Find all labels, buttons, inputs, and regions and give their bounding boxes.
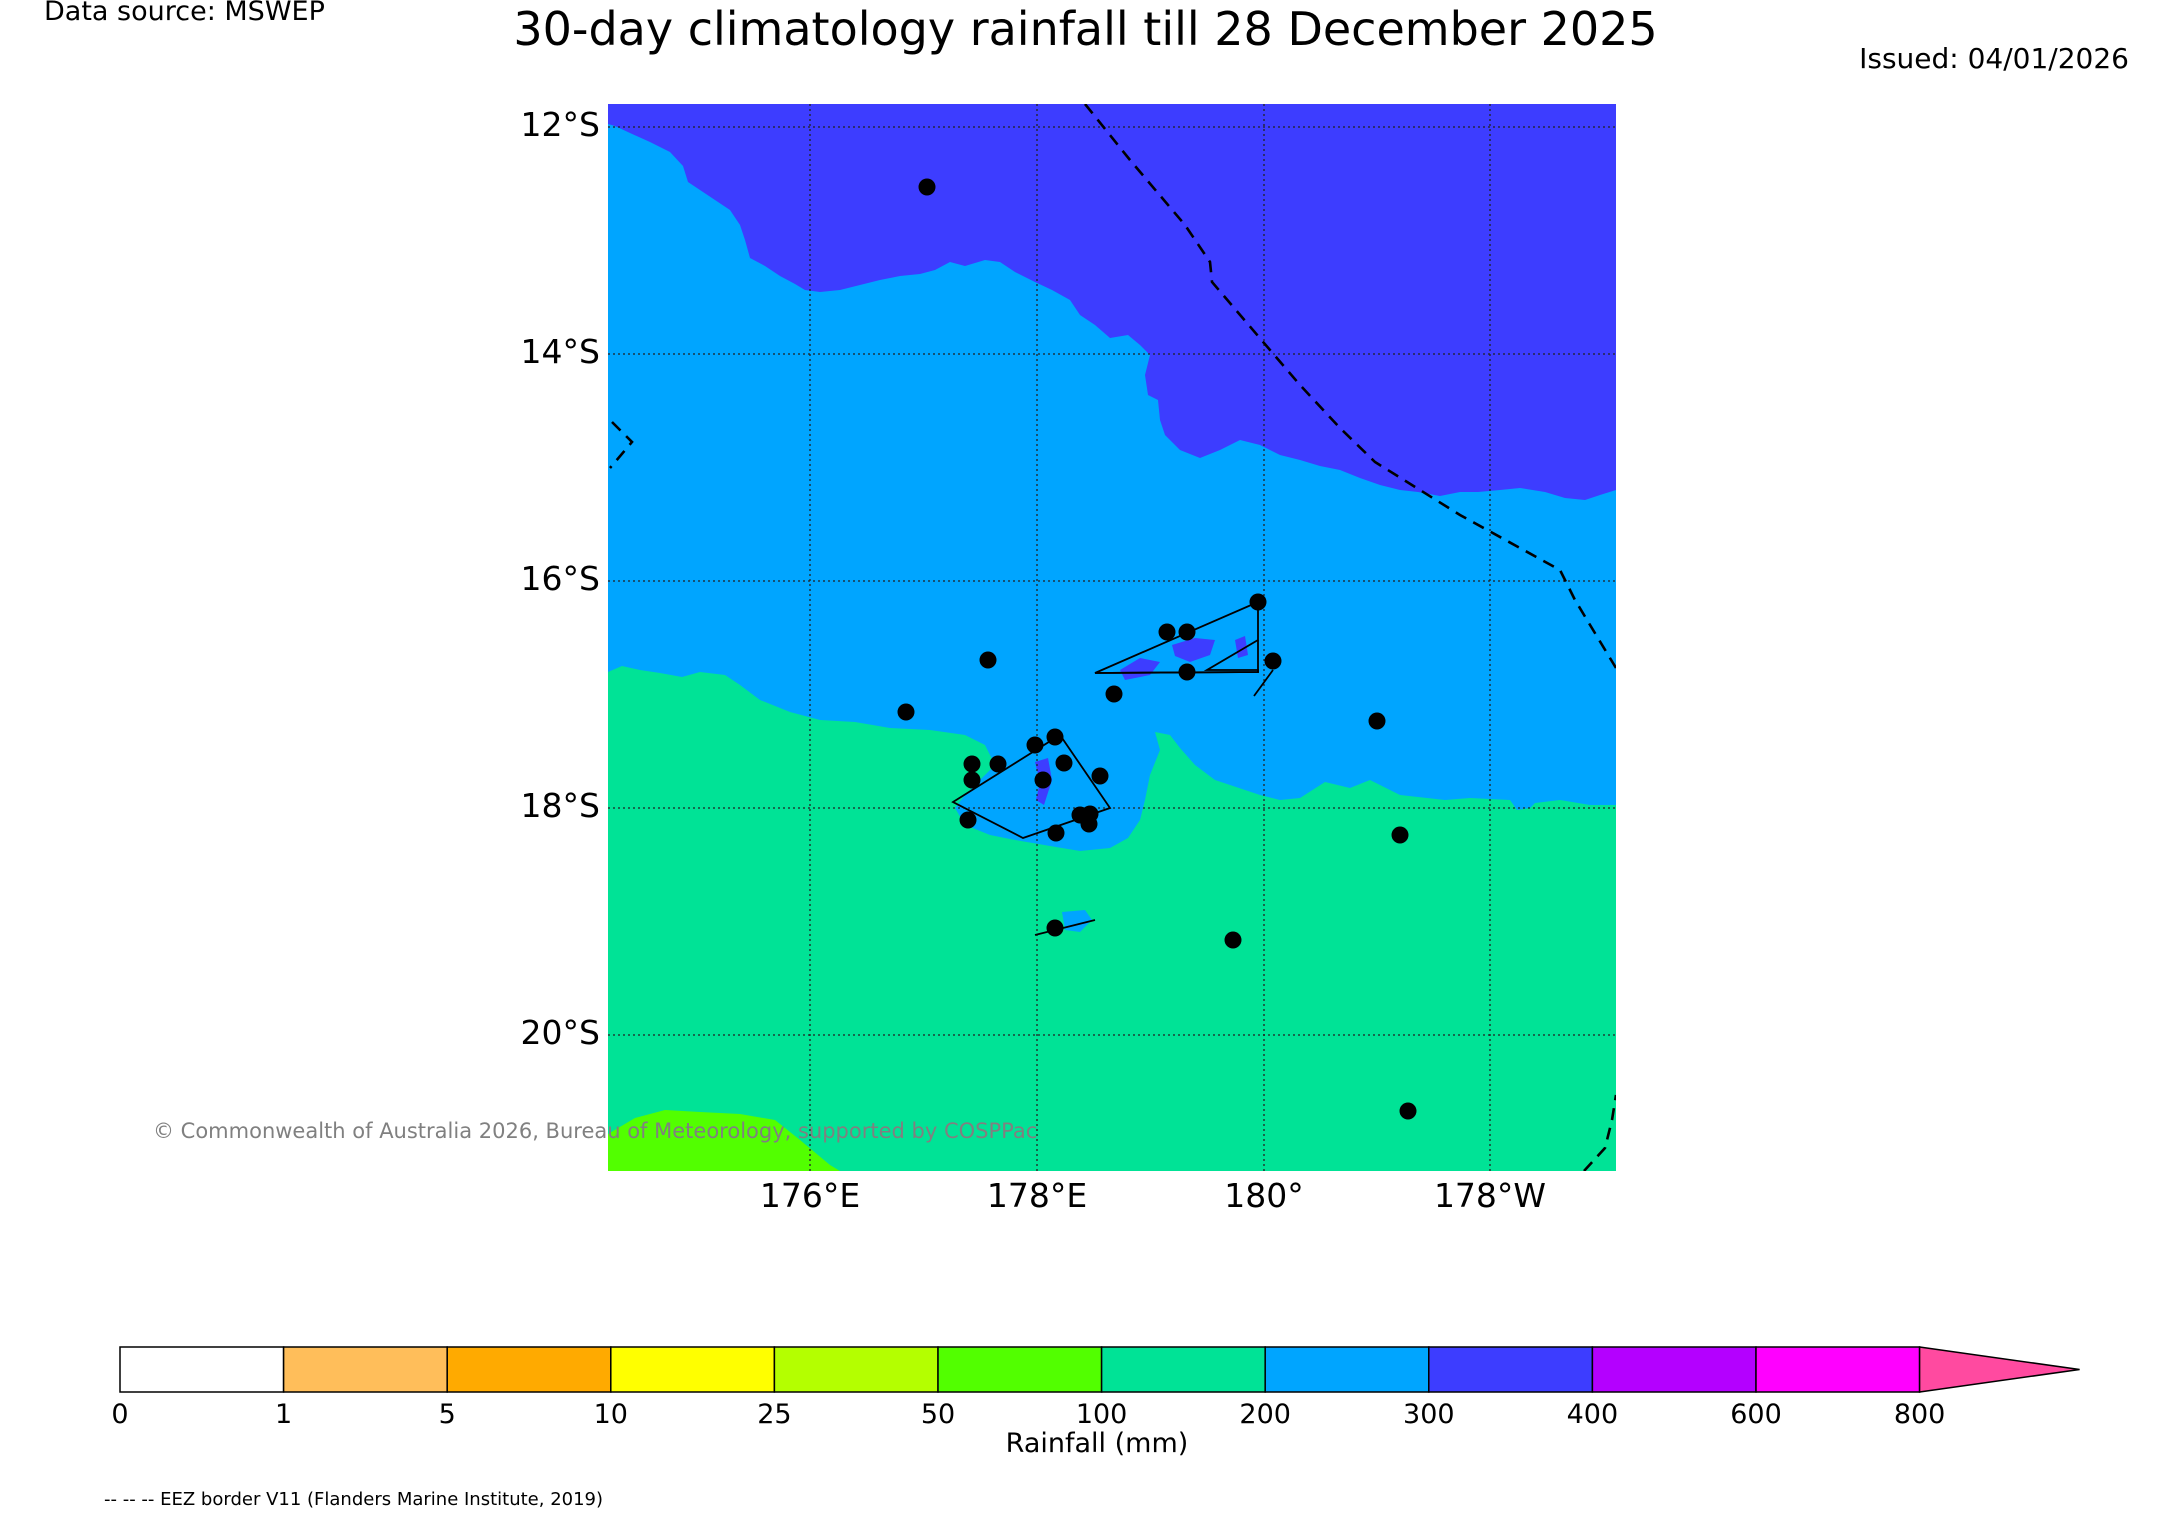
colorbar-tick-label: 5 — [438, 1399, 456, 1430]
station-dot — [1091, 767, 1109, 785]
station-dot — [1178, 623, 1196, 641]
station-dot — [1391, 826, 1409, 844]
colorbar-tick-label: 300 — [1403, 1399, 1455, 1430]
lon-label-178w: 178°W — [1433, 1176, 1547, 1215]
station-dot — [1249, 593, 1267, 611]
lon-label-176e: 176°E — [759, 1176, 861, 1215]
colorbar-segment — [446, 1346, 612, 1393]
station-dot — [963, 771, 981, 789]
station-dot — [1178, 663, 1196, 681]
colorbar-tick-label: 0 — [111, 1399, 129, 1430]
station-dot — [1046, 919, 1064, 937]
station-dot — [1046, 728, 1064, 746]
colorbar-title: Rainfall (mm) — [1005, 1428, 1189, 1459]
station-dot — [989, 755, 1007, 773]
zone-above-400mm — [608, 104, 1616, 500]
station-dot — [1080, 815, 1098, 833]
lat-label-20s: 20°S — [520, 1013, 600, 1052]
colorbar-segment — [937, 1346, 1103, 1393]
station-dot — [1034, 771, 1052, 789]
colorbar-segment — [1591, 1346, 1757, 1393]
zone-above-400mm-patch — [1120, 658, 1160, 680]
colorbar-tick-label: 100 — [1075, 1399, 1128, 1430]
station-dot — [959, 811, 977, 829]
colorbar-tick-label: 800 — [1893, 1399, 1946, 1430]
lat-label-12s: 12°S — [520, 105, 600, 144]
colorbar-tick-label: 1 — [275, 1399, 293, 1430]
map-title: 30-day climatology rainfall till 28 Dece… — [513, 2, 1658, 56]
station-dot — [1158, 623, 1176, 641]
colorbar-tick-label: 25 — [757, 1399, 792, 1430]
station-dot — [1047, 824, 1065, 842]
station-dot — [918, 178, 936, 196]
zone-50-100mm — [608, 1110, 840, 1171]
map-area — [608, 104, 1616, 1171]
colorbar-segment — [1755, 1346, 1921, 1393]
lon-label-178e: 178°E — [986, 1176, 1088, 1215]
eez-legend-note: -- -- -- EEZ border V11 (Flanders Marine… — [104, 1489, 604, 1510]
lat-label-14s: 14°S — [520, 332, 600, 371]
colorbar-tick-label: 600 — [1730, 1399, 1782, 1430]
colorbar-segment — [1264, 1346, 1430, 1393]
colorbar-segment — [610, 1346, 776, 1393]
colorbar-tick-label: 10 — [593, 1399, 628, 1430]
station-dot — [979, 651, 997, 669]
colorbar-tick-label: 50 — [920, 1399, 956, 1430]
colorbar-segment — [119, 1346, 285, 1393]
station-dot — [1055, 754, 1073, 772]
station-dot — [1026, 736, 1044, 754]
zone-100-200mm-patch — [1168, 790, 1198, 830]
station-dot — [1224, 931, 1242, 949]
station-dot — [1368, 712, 1386, 730]
station-dot — [1105, 685, 1123, 703]
issued-date: Issued: 04/01/2026 — [1859, 42, 2129, 75]
lat-label-16s: 16°S — [520, 559, 600, 598]
copyright-notice: © Commonwealth of Australia 2026, Bureau… — [153, 1119, 1038, 1143]
zone-above-400mm-patch — [1172, 638, 1215, 662]
lon-label-180: 180° — [1224, 1176, 1304, 1215]
colorbar-segment — [282, 1346, 448, 1393]
station-dot — [963, 755, 981, 773]
colorbar-tick-label: 400 — [1566, 1399, 1619, 1430]
station-dot — [1399, 1102, 1417, 1120]
colorbar-segment — [1428, 1346, 1594, 1393]
lat-label-18s: 18°S — [520, 786, 600, 825]
station-dot — [1264, 652, 1282, 670]
colorbar-extend-arrow — [1918, 1346, 2080, 1393]
colorbar-segment — [773, 1346, 939, 1393]
station-dot — [897, 703, 915, 721]
colorbar-tick-label: 200 — [1239, 1399, 1291, 1430]
station-markers — [897, 178, 1417, 1120]
eez-border — [609, 104, 1616, 1171]
colorbar — [119, 1346, 2080, 1393]
data-source-label: Data source: MSWEP — [44, 0, 325, 27]
colorbar-segment — [1100, 1346, 1266, 1393]
graticule — [608, 104, 1616, 1171]
